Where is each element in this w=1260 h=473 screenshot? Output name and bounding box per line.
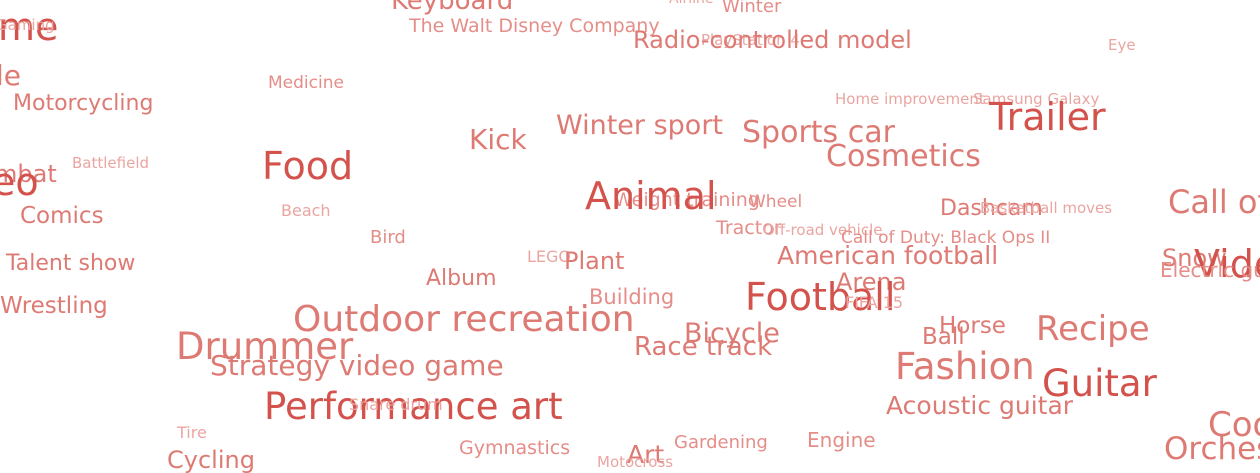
cloud-word: Electric guitar — [1160, 258, 1260, 282]
cloud-word: Recipe — [1036, 309, 1150, 349]
cloud-word: Sports car — [742, 115, 895, 150]
cloud-word: Basketball moves — [980, 199, 1113, 217]
cloud-word: Drummer — [176, 325, 354, 368]
cloud-word: Battlefield — [72, 154, 150, 172]
cloud-word: Radio-controlled model — [633, 26, 912, 54]
cloud-word: Album — [426, 266, 497, 291]
cloud-word: Performance art — [264, 385, 563, 428]
cloud-word: Engine — [807, 428, 876, 452]
cloud-word: Snow — [1162, 244, 1227, 272]
cloud-word: Football — [745, 275, 896, 319]
cloud-word: Winter sport — [556, 110, 724, 141]
cloud-word: Cycling — [167, 446, 255, 473]
cloud-word: mbat — [0, 160, 57, 188]
cloud-word: FIFA 15 — [845, 293, 904, 312]
cloud-word: Weight training — [614, 189, 760, 211]
cloud-word: Orches — [1164, 431, 1260, 467]
cloud-word: Horse — [939, 313, 1006, 339]
cloud-word: Art — [627, 440, 665, 469]
cloud-word: Animal — [585, 174, 717, 218]
cloud-word: Gardening — [674, 432, 768, 453]
cloud-word: le — [0, 59, 22, 92]
cloud-word: Strategy video game — [210, 349, 504, 382]
cloud-word: Bird — [370, 227, 406, 248]
cloud-word: Dashcam — [940, 196, 1043, 221]
cloud-word: Eye — [1108, 36, 1136, 54]
cloud-word: Airline — [669, 0, 714, 6]
cloud-word: Motocross — [597, 453, 674, 471]
cloud-word: Cosmetics — [826, 139, 981, 174]
cloud-word: Off-road vehicle — [763, 221, 883, 239]
cloud-word: Comics — [20, 203, 104, 229]
cloud-word: Trailer — [989, 95, 1106, 139]
cloud-word: Call of — [1168, 183, 1260, 221]
cloud-word: Acoustic guitar — [886, 391, 1074, 420]
cloud-word: Coo — [1208, 405, 1260, 445]
cloud-word: Guitar — [1042, 362, 1157, 405]
cloud-word: Call of Duty: Black Ops II — [841, 228, 1051, 248]
cloud-word: Snare drum — [349, 395, 443, 414]
cloud-word: Food — [262, 144, 354, 188]
cloud-word: Winter — [722, 0, 782, 17]
cloud-word: American football — [777, 241, 999, 270]
cloud-word: Motorcycling — [13, 91, 154, 116]
cloud-word: Building — [589, 285, 675, 309]
cloud-word: Wrestling — [0, 293, 108, 319]
cloud-word: Wheel — [749, 192, 803, 212]
cloud-word: Samsung Galaxy — [973, 90, 1100, 108]
cloud-word: Gymnastics — [459, 437, 571, 459]
cloud-word: Keyboard — [391, 0, 514, 16]
cloud-word: PlayStation 4 — [701, 31, 800, 49]
cloud-word: Race track — [634, 332, 773, 362]
cloud-word: Talent show — [6, 251, 136, 276]
cloud-word: Kick — [469, 123, 527, 156]
cloud-word: Plant — [564, 247, 625, 275]
cloud-word: The Walt Disney Company — [409, 15, 660, 37]
cloud-word: eo — [0, 160, 39, 204]
cloud-word: Outdoor recreation — [293, 299, 635, 340]
cloud-word: Vide — [1194, 242, 1260, 286]
cloud-word: Medicine — [268, 73, 344, 93]
cloud-word: Tractor — [716, 217, 782, 239]
cloud-word: Arena — [836, 268, 907, 296]
cloud-word: Bicycle — [684, 318, 780, 349]
cloud-word: Gaming — [0, 16, 55, 34]
cloud-word: Ball — [922, 324, 965, 350]
cloud-word: Fashion — [895, 345, 1035, 388]
cloud-word: Tire — [177, 423, 207, 442]
cloud-word: Home improvement — [835, 90, 985, 108]
cloud-word: Beach — [281, 201, 331, 220]
cloud-word: me — [0, 5, 59, 49]
cloud-word: LEGO — [527, 247, 572, 266]
